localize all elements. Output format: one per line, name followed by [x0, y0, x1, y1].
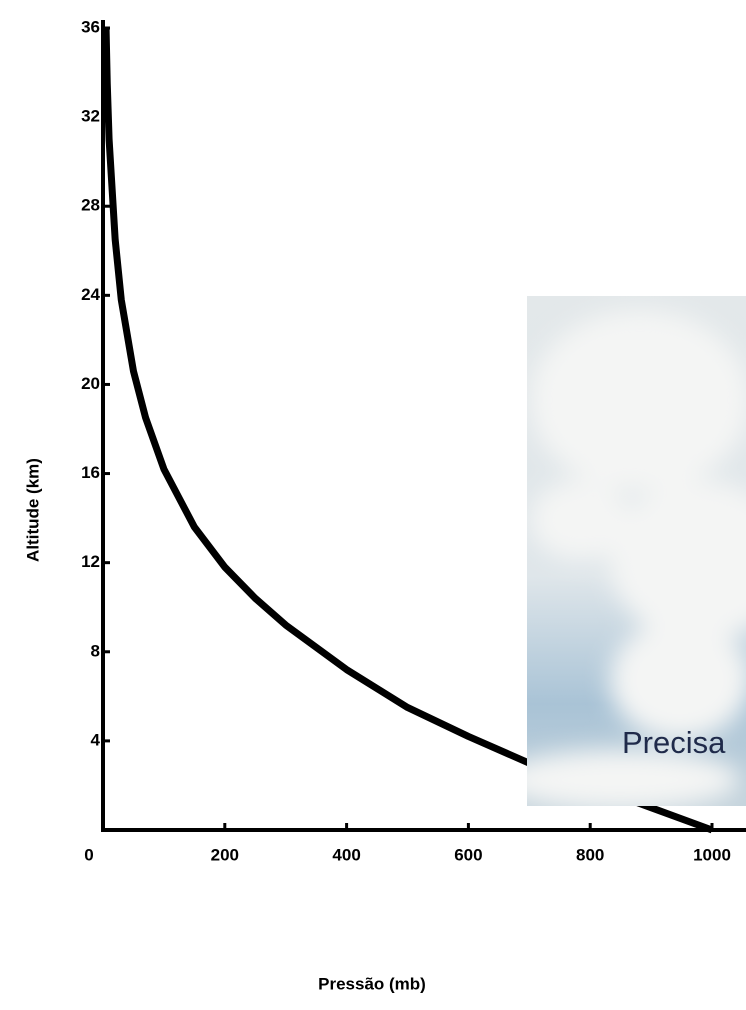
- y-tick-label: 16: [81, 463, 100, 482]
- y-tick-label: 24: [81, 285, 100, 304]
- y-tick-label: 32: [81, 107, 100, 126]
- chart: Pressão (mb) Altitude (km) 0 200 400 600 800…: [0, 0, 746, 1005]
- x-tick-label: 200: [211, 845, 239, 864]
- y-tick-label: 36: [81, 17, 100, 36]
- y-tick-label: 4: [91, 730, 101, 749]
- page: Pressão (mb) Altitude (km) 0 200 400 600 800…: [0, 0, 746, 1005]
- x-tick-label: 600: [454, 845, 482, 864]
- cloud-photo: Precisa: [500, 296, 746, 810]
- y-tick-label: 28: [81, 196, 100, 215]
- x-tick-label: 800: [576, 845, 604, 864]
- y-tick-label: 12: [81, 552, 100, 571]
- y-tick-label: 20: [81, 374, 100, 393]
- y-tick-label: 8: [91, 641, 100, 660]
- x-tick-label: 1000: [693, 845, 731, 864]
- y-axis-label: Altitude (km): [23, 458, 42, 562]
- x-tick-label: 400: [332, 845, 360, 864]
- x-axis-label: Pressão (mb): [318, 974, 426, 993]
- overlay-text: Precisa: [622, 725, 726, 760]
- x-tick-label: 0: [84, 845, 93, 864]
